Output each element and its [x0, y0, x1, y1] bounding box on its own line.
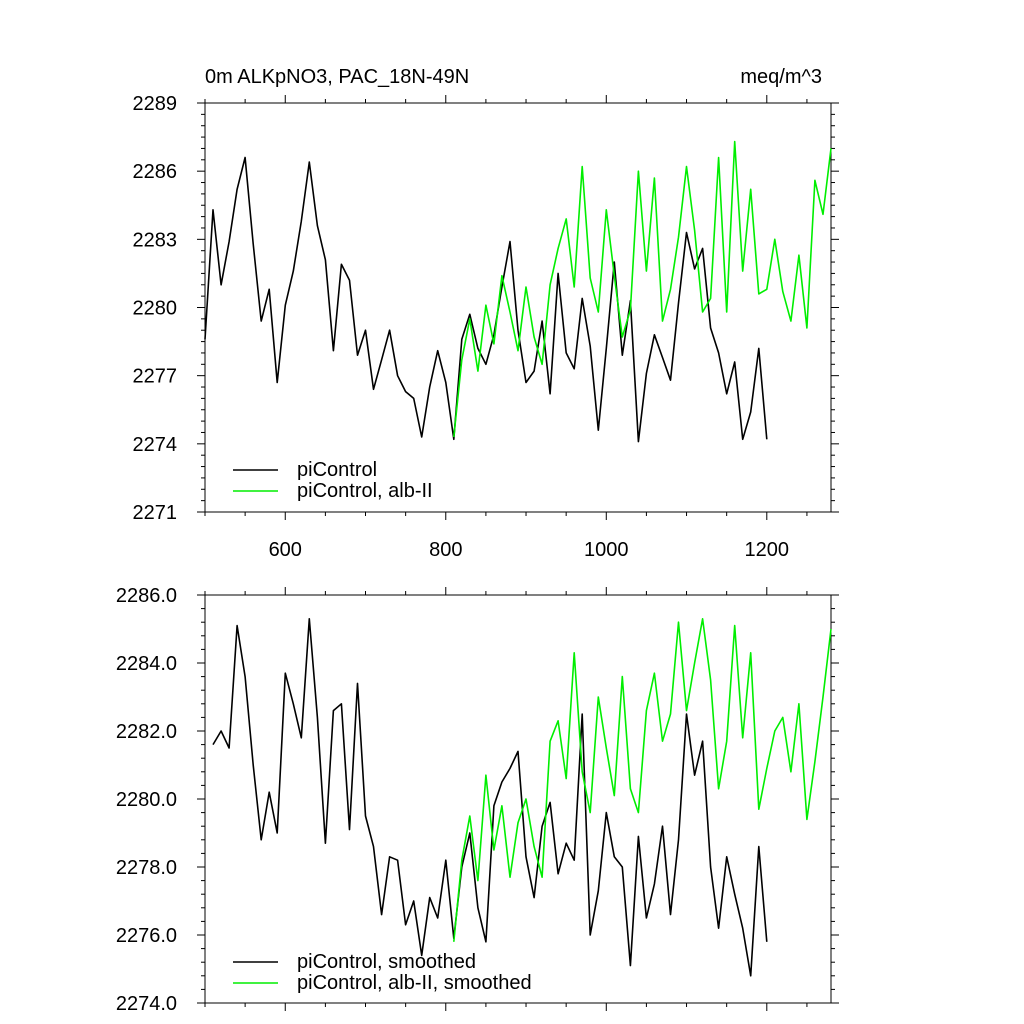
- bottom-ytick-label: 2278.0: [116, 857, 177, 879]
- top-series-line-alb-ii: [453, 140, 832, 438]
- bottom-series-line-alb-ii: [453, 617, 832, 942]
- top-xtick-label: 800: [429, 539, 462, 561]
- bottom-ytick-label: 2282.0: [116, 721, 177, 743]
- bottom-ytick-label: 2280.0: [116, 789, 177, 811]
- top-panel-title: 0m ALKpNO3, PAC_18N-49N: [205, 66, 469, 88]
- bottom-panel: 2274.0 2276.0 2278.0 2280.0 2282.0 2284.0 2286…: [116, 585, 839, 1015]
- top-xtick-label: 1200: [745, 539, 790, 561]
- top-ytick-label: 2289: [133, 93, 178, 115]
- bottom-ytick-label: 2284.0: [116, 653, 177, 675]
- bottom-legend-label: piControl, smoothed: [297, 951, 476, 973]
- top-ytick-label: 2274: [133, 434, 178, 456]
- top-ytick-label: 2280: [133, 298, 178, 320]
- top-xtick-label: 600: [269, 539, 302, 561]
- top-plot-frame: [204, 102, 832, 513]
- bottom-ytick-label: 2286.0: [116, 585, 177, 607]
- top-legend-label: piControl: [297, 459, 377, 481]
- bottom-ytick-label: 2274.0: [116, 993, 177, 1015]
- top-series-line-picontrol: [204, 156, 768, 443]
- top-panel-units: meq/m^3: [740, 66, 822, 88]
- bottom-ytick-label: 2276.0: [116, 925, 177, 947]
- top-ytick-label: 2277: [133, 366, 178, 388]
- top-ytick-label: 2283: [133, 229, 178, 251]
- bottom-legend-label: piControl, alb-II, smoothed: [297, 972, 532, 994]
- top-panel: 0m ALKpNO3, PAC_18N-49N meq/m^3 2271 2274…: [133, 66, 839, 561]
- top-xtick-label: 1000: [584, 539, 629, 561]
- top-legend-label: piControl, alb-II: [297, 480, 433, 502]
- top-ytick-label: 2286: [133, 161, 178, 183]
- bottom-series-line-picontrol: [212, 617, 768, 977]
- top-ytick-label: 2271: [133, 502, 178, 524]
